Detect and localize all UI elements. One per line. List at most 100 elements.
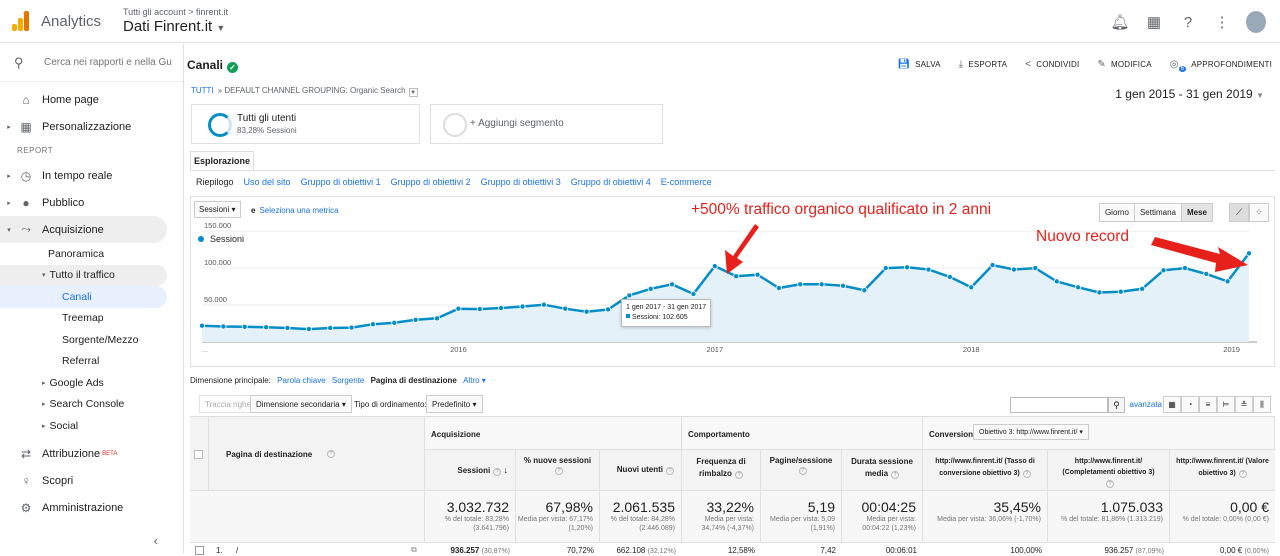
data-point[interactable] <box>198 322 205 329</box>
data-point[interactable] <box>1010 266 1017 273</box>
data-point[interactable] <box>476 306 483 313</box>
data-point[interactable] <box>1053 278 1060 285</box>
data-point[interactable] <box>775 285 782 292</box>
help-icon[interactable]: ? <box>1183 13 1193 31</box>
data-point[interactable] <box>1096 289 1103 296</box>
sidebar-item-home[interactable]: ⌂ Home page <box>0 86 183 113</box>
subtab-goal-set-1[interactable]: Gruppo di obiettivi 1 <box>300 177 381 187</box>
share-button[interactable]: < CONDIVIDI <box>1025 59 1079 72</box>
data-point[interactable] <box>690 290 697 297</box>
subtab-goal-set-4[interactable]: Gruppo di obiettivi 4 <box>570 177 651 187</box>
data-point[interactable] <box>434 315 441 322</box>
analytics-logo[interactable] <box>12 11 30 31</box>
account-path[interactable]: Tutti gli account > finrent.it <box>123 7 228 17</box>
data-point[interactable] <box>1160 267 1167 274</box>
table-row[interactable]: 1. / ⧉ 936.257 (30,87%) 70,72% 662.108 (… <box>190 542 1275 556</box>
data-point[interactable] <box>327 324 334 331</box>
column-header-landing-page[interactable]: Pagina di destinazione? <box>209 417 425 491</box>
sidebar-item-search-console[interactable]: ▸ Search Console <box>0 394 183 416</box>
performance-view-icon[interactable]: ≡ <box>1199 396 1217 413</box>
sidebar-item-treemap[interactable]: Treemap <box>62 312 104 325</box>
data-point[interactable] <box>241 323 248 330</box>
copy-icon[interactable]: ⧉ <box>411 545 417 554</box>
date-range-picker[interactable]: 1 gen 2015 - 31 gen 2019 ▼ <box>1115 87 1264 101</box>
data-point[interactable] <box>818 281 825 288</box>
sidebar-item-realtime[interactable]: ▸ ◷ In tempo reale <box>0 162 183 189</box>
data-point[interactable] <box>369 321 376 328</box>
data-point[interactable] <box>412 316 419 323</box>
pivot-view-icon[interactable]: ⫼ <box>1253 396 1271 413</box>
table-search-input[interactable] <box>1010 397 1108 413</box>
data-point[interactable] <box>562 305 569 312</box>
advanced-filter-link[interactable]: avanzata <box>1129 400 1162 409</box>
plot-rows-button[interactable]: Traccia righe <box>199 395 257 413</box>
data-point[interactable] <box>220 323 227 330</box>
subtab-goal-set-2[interactable]: Gruppo di obiettivi 2 <box>390 177 471 187</box>
data-point[interactable] <box>1117 288 1124 295</box>
sidebar-item-admin[interactable]: ⚙ Amministrazione <box>0 495 183 522</box>
sort-type-select[interactable]: Predefinito ▾ <box>426 395 483 413</box>
data-point[interactable] <box>604 306 611 313</box>
data-point[interactable] <box>904 264 911 271</box>
sidebar-item-channels[interactable]: Canali <box>0 286 167 308</box>
insights-button[interactable]: ◎ 6 APPROFONDIMENTI <box>1170 59 1272 72</box>
row-checkbox[interactable] <box>195 546 204 555</box>
period-day-button[interactable]: Giorno <box>1099 204 1135 221</box>
sidebar-item-google-ads[interactable]: ▸ Google Ads <box>0 372 183 394</box>
data-point[interactable] <box>1032 265 1039 272</box>
data-point[interactable] <box>1224 278 1231 285</box>
data-point[interactable] <box>647 285 654 292</box>
column-header-new-users[interactable]: Nuovi utenti? <box>600 450 682 491</box>
dim-source-link[interactable]: Sorgente <box>331 376 365 385</box>
row-landing-page-link[interactable]: / <box>236 546 239 555</box>
goal-select[interactable]: Obiettivo 3: http://www.finrent.it/ ▾ <box>973 424 1089 440</box>
data-point[interactable] <box>669 281 676 288</box>
subtab-summary[interactable]: Riepilogo <box>196 177 234 187</box>
data-point[interactable] <box>968 284 975 291</box>
add-segment-button[interactable]: + Aggiungi segmento <box>430 104 663 144</box>
bell-icon[interactable]: 🔔︎ <box>1110 14 1130 31</box>
data-point[interactable] <box>925 266 932 273</box>
data-point[interactable] <box>455 305 462 312</box>
metric-selector[interactable]: Sessioni ▾ <box>194 201 241 218</box>
sidebar-item-attribution[interactable]: ⇄ Attribuzione BETA <box>0 441 183 468</box>
subtab-site-usage[interactable]: Uso del sito <box>243 177 291 187</box>
data-point[interactable] <box>989 262 996 269</box>
data-point[interactable] <box>626 292 633 299</box>
sidebar-item-source-medium[interactable]: Sorgente/Mezzo <box>62 333 139 346</box>
line-chart-icon[interactable]: ⟋ <box>1229 203 1249 222</box>
term-cloud-icon[interactable]: ≛ <box>1235 396 1253 413</box>
sidebar-item-acquisition[interactable]: ▾ ⤳ Acquisizione <box>0 216 167 243</box>
sidebar-item-all-traffic[interactable]: ▾ Tutto il traffico <box>0 264 167 286</box>
dim-more-link[interactable]: Altro ▾ <box>463 376 486 385</box>
data-point[interactable] <box>391 319 398 326</box>
sidebar-item-overview[interactable]: Panoramica <box>48 247 105 260</box>
subtab-ecommerce[interactable]: E-commerce <box>660 177 712 187</box>
data-point[interactable] <box>498 304 505 311</box>
data-point[interactable] <box>348 324 355 331</box>
tab-explorer[interactable]: Esplorazione <box>190 151 254 171</box>
data-point[interactable] <box>1246 250 1253 257</box>
save-button[interactable]: 💾︎ SALVA <box>897 59 941 72</box>
subtab-goal-set-3[interactable]: Gruppo di obiettivi 3 <box>480 177 561 187</box>
column-header-avg-duration[interactable]: Durata sessione media? <box>842 450 923 491</box>
pie-view-icon[interactable]: ◔ <box>1181 396 1199 413</box>
column-header-conv-rate[interactable]: http://www.finrent.it/ (Tasso di convers… <box>923 450 1048 491</box>
column-header-sessions[interactable]: Sessioni? ↓ <box>425 450 516 491</box>
select-all-checkbox[interactable] <box>194 450 203 459</box>
comparison-view-icon[interactable]: ⊨ <box>1217 396 1235 413</box>
segment-all-users[interactable]: Tutti gli utenti 83,28% Sessioni <box>191 104 420 144</box>
period-month-button[interactable]: Mese <box>1181 204 1212 221</box>
data-point[interactable] <box>882 265 889 272</box>
sidebar-item-customization[interactable]: ▸ ▦ Personalizzazione <box>0 113 183 140</box>
property-selector[interactable]: Dati Finrent.it ▼ <box>123 18 225 35</box>
select-metric-link[interactable]: Seleziona una metrica <box>259 206 339 215</box>
more-vert-icon[interactable]: ⋮ <box>1214 14 1230 31</box>
data-point[interactable] <box>1075 284 1082 291</box>
data-point[interactable] <box>263 324 270 331</box>
breadcrumb-all-link[interactable]: TUTTI <box>191 86 214 95</box>
column-header-goal-completions[interactable]: http://www.finrent.it/ (Completamenti ob… <box>1048 450 1170 491</box>
period-week-button[interactable]: Settimana <box>1134 204 1182 221</box>
data-point[interactable] <box>733 273 740 280</box>
secondary-dimension-select[interactable]: Dimensione secondaria ▾ <box>250 395 352 413</box>
